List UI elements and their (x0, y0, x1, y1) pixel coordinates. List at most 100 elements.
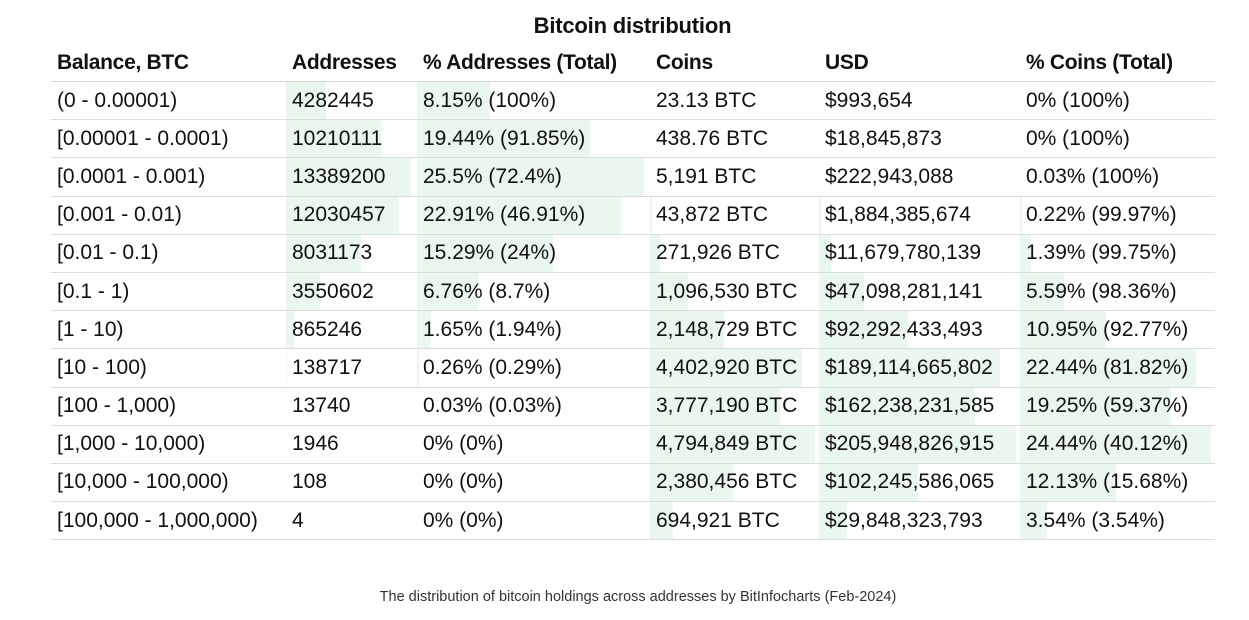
balance-text: [100 - 1,000) (57, 394, 177, 418)
usd-text: $102,245,586,065 (825, 470, 995, 494)
value-bar (650, 196, 652, 234)
usd-cell: $189,114,665,802 (819, 349, 1020, 387)
coins-text: 23.13 BTC (656, 88, 757, 112)
value-bar (286, 120, 381, 158)
coins-text: 4,402,920 BTC (656, 355, 798, 379)
usd-text: $1,884,385,674 (825, 203, 971, 227)
coins-text: 2,148,729 BTC (656, 317, 798, 341)
value-bar (417, 272, 478, 311)
pct-addresses-text: 19.44% (91.85%) (423, 126, 586, 150)
pct-coins-text: 5.59% (98.36%) (1026, 279, 1177, 303)
coins-text: 5,191 BTC (656, 164, 757, 188)
table-row: [100 - 1,000) 13740 0.03% (0.03%) 3,777,190… (51, 387, 1215, 426)
value-bar (1020, 349, 1196, 387)
addresses-cell: 3550602 (286, 272, 417, 311)
pct-coins-cell: 12.13% (15.68%) (1020, 463, 1215, 502)
addresses-cell: 138717 (286, 349, 417, 387)
pct-coins-text: 10.95% (92.77%) (1026, 317, 1189, 341)
usd-cell: $993,654 (819, 82, 1020, 119)
balance-cell: (0 - 0.00001) (51, 82, 286, 119)
pct-addresses-text: 0% (0%) (423, 432, 504, 456)
table-row: [0.1 - 1) 3550602 6.76% (8.7%) 1,096,530 BT… (51, 272, 1215, 312)
usd-cell: $18,845,873 (819, 120, 1020, 157)
balance-text: [0.0001 - 0.001) (57, 164, 206, 188)
addresses-text: 13389200 (292, 164, 386, 188)
value-bar (1020, 272, 1064, 311)
addresses-cell: 108 (286, 464, 417, 501)
coins-text: 2,380,456 BTC (656, 470, 798, 494)
value-bar (650, 425, 815, 463)
balance-cell: [0.00001 - 0.0001) (51, 120, 286, 157)
pct-coins-text: 19.25% (59.37%) (1026, 394, 1189, 418)
balance-text: [0.1 - 1) (57, 279, 130, 303)
value-bar (1020, 463, 1116, 502)
pct-coins-text: 0% (100%) (1026, 88, 1130, 112)
balance-cell: [1,000 - 10,000) (51, 426, 286, 463)
coins-text: 4,794,849 BTC (656, 432, 798, 456)
table-row: [10,000 - 100,000) 108 0% (0%) 2,380,456 BT… (51, 463, 1215, 503)
usd-cell: $92,292,433,493 (819, 311, 1020, 349)
addresses-text: 865246 (292, 317, 363, 341)
value-bar (286, 349, 287, 387)
balance-text: [1 - 10) (57, 317, 124, 341)
pct-addresses-cell: 8.15% (100%) (417, 82, 650, 120)
value-bar (1020, 425, 1211, 463)
addresses-text: 4 (292, 508, 304, 532)
column-header-usd: USD (825, 50, 869, 74)
pct-coins-cell: 0% (100%) (1020, 82, 1215, 119)
balance-cell: [0.001 - 0.01) (51, 197, 286, 234)
pct-coins-text: 0.03% (100%) (1026, 164, 1160, 188)
balance-cell: [100,000 - 1,000,000) (51, 502, 286, 539)
addresses-text: 138717 (292, 355, 363, 379)
value-bar (819, 272, 864, 311)
addresses-text: 8031173 (292, 241, 373, 265)
balance-text: (0 - 0.00001) (57, 88, 178, 112)
balance-cell: [0.1 - 1) (51, 273, 286, 310)
value-bar (650, 311, 724, 349)
usd-cell: $102,245,586,065 (819, 463, 1020, 502)
addresses-cell: 1946 (286, 426, 417, 463)
pct-addresses-cell: 6.76% (8.7%) (417, 272, 650, 311)
pct-coins-cell: 3.54% (3.54%) (1020, 502, 1215, 540)
distribution-table: Balance, BTC Addresses % Addresses (Tota… (51, 44, 1215, 541)
balance-text: [0.001 - 0.01) (57, 203, 182, 227)
value-bar (1020, 502, 1047, 540)
value-bar (417, 311, 431, 349)
balance-cell: [10 - 100) (51, 349, 286, 386)
usd-text: $47,098,281,141 (825, 279, 983, 303)
pct-addresses-cell: 0.26% (0.29%) (417, 349, 650, 387)
pct-coins-text: 3.54% (3.54%) (1026, 508, 1165, 532)
value-bar (650, 502, 673, 540)
pct-coins-text: 0.22% (99.97%) (1026, 203, 1177, 227)
coins-text: 3,777,190 BTC (656, 394, 798, 418)
pct-coins-text: 12.13% (15.68%) (1026, 470, 1189, 494)
column-header-coins: Coins (656, 50, 713, 74)
coins-cell: 2,380,456 BTC (650, 463, 819, 502)
value-bar (286, 82, 326, 120)
usd-text: $189,114,665,802 (825, 355, 993, 379)
value-bar (650, 272, 688, 311)
table-row: [10 - 100) 138717 0.26% (0.29%) 4,402,920 B… (51, 349, 1215, 388)
pct-addresses-cell: 0% (0%) (417, 426, 650, 463)
pct-addresses-cell: 0% (0%) (417, 502, 650, 539)
pct-addresses-text: 1.65% (1.94%) (423, 317, 562, 341)
pct-addresses-text: 0% (0%) (423, 470, 504, 494)
pct-addresses-text: 25.5% (72.4%) (423, 164, 562, 188)
pct-coins-text: 1.39% (99.75%) (1026, 241, 1177, 265)
pct-addresses-text: 15.29% (24%) (423, 241, 557, 265)
value-bar (1020, 196, 1022, 234)
table-row: (0 - 0.00001) 4282445 8.15% (100%) 23.13 BT… (51, 82, 1215, 121)
coins-cell: 4,402,920 BTC (650, 349, 819, 387)
coins-text: 438.76 BTC (656, 126, 769, 150)
pct-addresses-cell: 1.65% (1.94%) (417, 311, 650, 349)
pct-addresses-text: 0.26% (0.29%) (423, 355, 562, 379)
coins-cell: 5,191 BTC (650, 158, 819, 195)
pct-coins-cell: 24.44% (40.12%) (1020, 425, 1215, 463)
column-header-pct-addresses: % Addresses (Total) (423, 50, 617, 74)
addresses-text: 12030457 (292, 203, 386, 227)
value-bar (650, 387, 780, 425)
table-row: [1 - 10) 865246 1.65% (1.94%) 2,148,729 BTC… (51, 311, 1215, 350)
addresses-cell: 8031173 (286, 234, 417, 272)
coins-text: 43,872 BTC (656, 203, 769, 227)
addresses-text: 1946 (292, 432, 339, 456)
